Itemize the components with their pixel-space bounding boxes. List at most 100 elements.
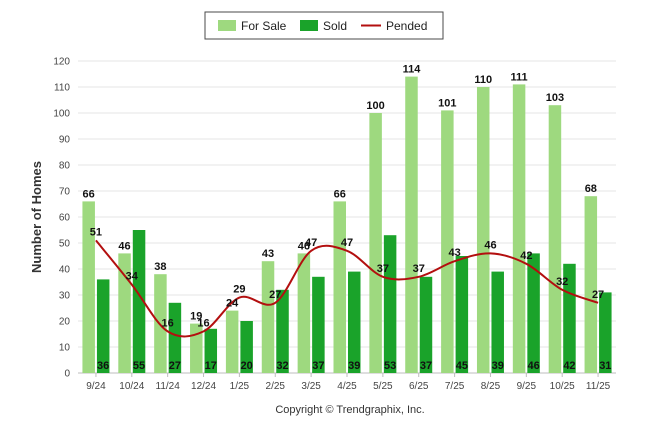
data-label-pended: 42 — [520, 250, 532, 262]
bar-for-sale — [297, 253, 311, 373]
x-tick-label: 8/25 — [481, 381, 501, 392]
data-label-for-sale: 43 — [262, 248, 274, 260]
data-label-pended: 43 — [448, 247, 460, 259]
pended-line-path — [95, 239, 599, 338]
legend-box — [204, 11, 444, 40]
data-label-sold: 17 — [205, 360, 217, 372]
x-tick-label: 5/25 — [373, 381, 393, 392]
data-label-sold: 37 — [312, 360, 324, 372]
data-label-for-sale: 111 — [511, 71, 528, 83]
data-label-pended: 51 — [90, 226, 102, 238]
data-label-for-sale: 100 — [366, 100, 384, 112]
bar-sold — [455, 256, 469, 373]
x-tick-label: 10/25 — [550, 381, 575, 392]
bar-for-sale — [82, 201, 95, 373]
data-label-pended: 27 — [592, 289, 604, 301]
x-tick-label: 11/25 — [586, 381, 611, 392]
bar-sold — [276, 289, 289, 373]
data-labels: 66 46 38 19 24 43 46 66 100 114 101 110 111 103 68 36 55… — [83, 64, 612, 372]
data-label-sold: 39 — [348, 360, 360, 372]
bar-for-sale — [441, 110, 454, 374]
x-tick-label: 1/25 — [230, 381, 250, 392]
bar-sold — [132, 230, 146, 373]
bar-for-sale — [225, 310, 239, 373]
data-label-for-sale: 66 — [83, 188, 95, 200]
bar-for-sale — [118, 253, 131, 373]
y-axis-title: Number of Homes — [29, 161, 44, 273]
data-label-for-sale: 103 — [546, 92, 564, 104]
y-tick-label-30: 30 — [59, 291, 71, 302]
copyright-text: Copyright © Trendgraphix, Inc. — [275, 404, 424, 416]
data-label-sold: 36 — [97, 360, 109, 372]
legend-label-for-sale: For Sale — [241, 19, 287, 33]
axis-ticks: 0 10 20 30 40 50 60 70 80 90 100 110 120 9/24 10/24 11/… — [53, 57, 610, 393]
data-label-for-sale: 38 — [154, 261, 166, 273]
x-tick-label: 4/25 — [337, 381, 357, 392]
y-tick-label-40: 40 — [59, 265, 71, 276]
data-label-sold: 37 — [420, 360, 432, 372]
bar-sold — [599, 292, 612, 373]
bar-sold — [240, 321, 253, 373]
data-label-pended: 32 — [556, 276, 568, 288]
data-label-sold: 46 — [527, 360, 539, 372]
data-label-for-sale: 110 — [474, 74, 492, 86]
x-tick-label: 11/24 — [156, 381, 181, 392]
legend-swatch-sold — [300, 20, 318, 31]
bar-for-sale — [476, 87, 490, 373]
y-tick-label-110: 110 — [54, 83, 70, 94]
data-label-for-sale: 19 — [190, 311, 202, 323]
data-label-sold: 55 — [133, 360, 145, 372]
bar-sold — [96, 279, 110, 373]
legend-label-sold: Sold — [323, 19, 347, 33]
y-tick-label-70: 70 — [59, 187, 71, 198]
data-label-sold: 39 — [492, 360, 504, 372]
data-label-for-sale: 101 — [438, 97, 456, 109]
y-tick-label-80: 80 — [59, 161, 71, 172]
data-label-for-sale: 46 — [298, 240, 310, 252]
bar-sold — [204, 328, 218, 373]
bar-for-sale — [261, 261, 275, 373]
bar-for-sale — [333, 201, 346, 373]
y-tick-label-90: 90 — [59, 135, 71, 146]
bar-for-sale — [548, 105, 562, 373]
pended-line — [95, 239, 599, 338]
data-label-for-sale: 114 — [403, 64, 422, 76]
data-label-pended: 47 — [305, 237, 317, 249]
bar-sold — [168, 302, 182, 373]
x-tick-label: 10/24 — [119, 381, 144, 392]
data-label-sold: 45 — [456, 360, 468, 372]
data-label-for-sale: 68 — [585, 183, 597, 195]
legend: For Sale Sold Pended — [204, 11, 444, 40]
bar-sold — [527, 253, 540, 373]
bar-for-sale — [190, 323, 203, 373]
legend-swatch-for-sale — [218, 20, 236, 31]
x-tick-label: 7/25 — [445, 381, 465, 392]
y-tick-label-50: 50 — [59, 239, 71, 250]
data-label-for-sale: 66 — [334, 188, 346, 200]
data-label-pended: 29 — [233, 284, 245, 296]
data-label-pended: 37 — [413, 263, 425, 275]
y-tick-label-60: 60 — [59, 213, 71, 224]
data-label-sold: 20 — [241, 360, 253, 372]
bar-sold — [383, 235, 397, 373]
data-label-pended: 46 — [484, 239, 496, 251]
bars — [82, 76, 612, 374]
y-tick-label-0: 0 — [64, 369, 70, 380]
data-label-sold: 53 — [384, 360, 396, 372]
x-tick-label: 9/25 — [517, 381, 537, 392]
y-tick-label-10: 10 — [59, 343, 71, 354]
bar-sold — [312, 276, 325, 373]
data-label-for-sale: 46 — [118, 240, 130, 252]
bar-for-sale — [369, 113, 382, 373]
data-label-pended: 47 — [341, 237, 353, 249]
bar-for-sale — [584, 196, 598, 373]
data-label-pended: 16 — [197, 317, 209, 329]
data-label-sold: 31 — [599, 360, 611, 372]
data-label-for-sale: 24 — [226, 298, 239, 310]
bar-for-sale — [512, 84, 526, 374]
bar-sold — [348, 271, 361, 373]
data-label-pended: 27 — [269, 289, 281, 301]
x-tick-label: 9/24 — [86, 381, 106, 392]
bar-sold — [491, 271, 504, 373]
